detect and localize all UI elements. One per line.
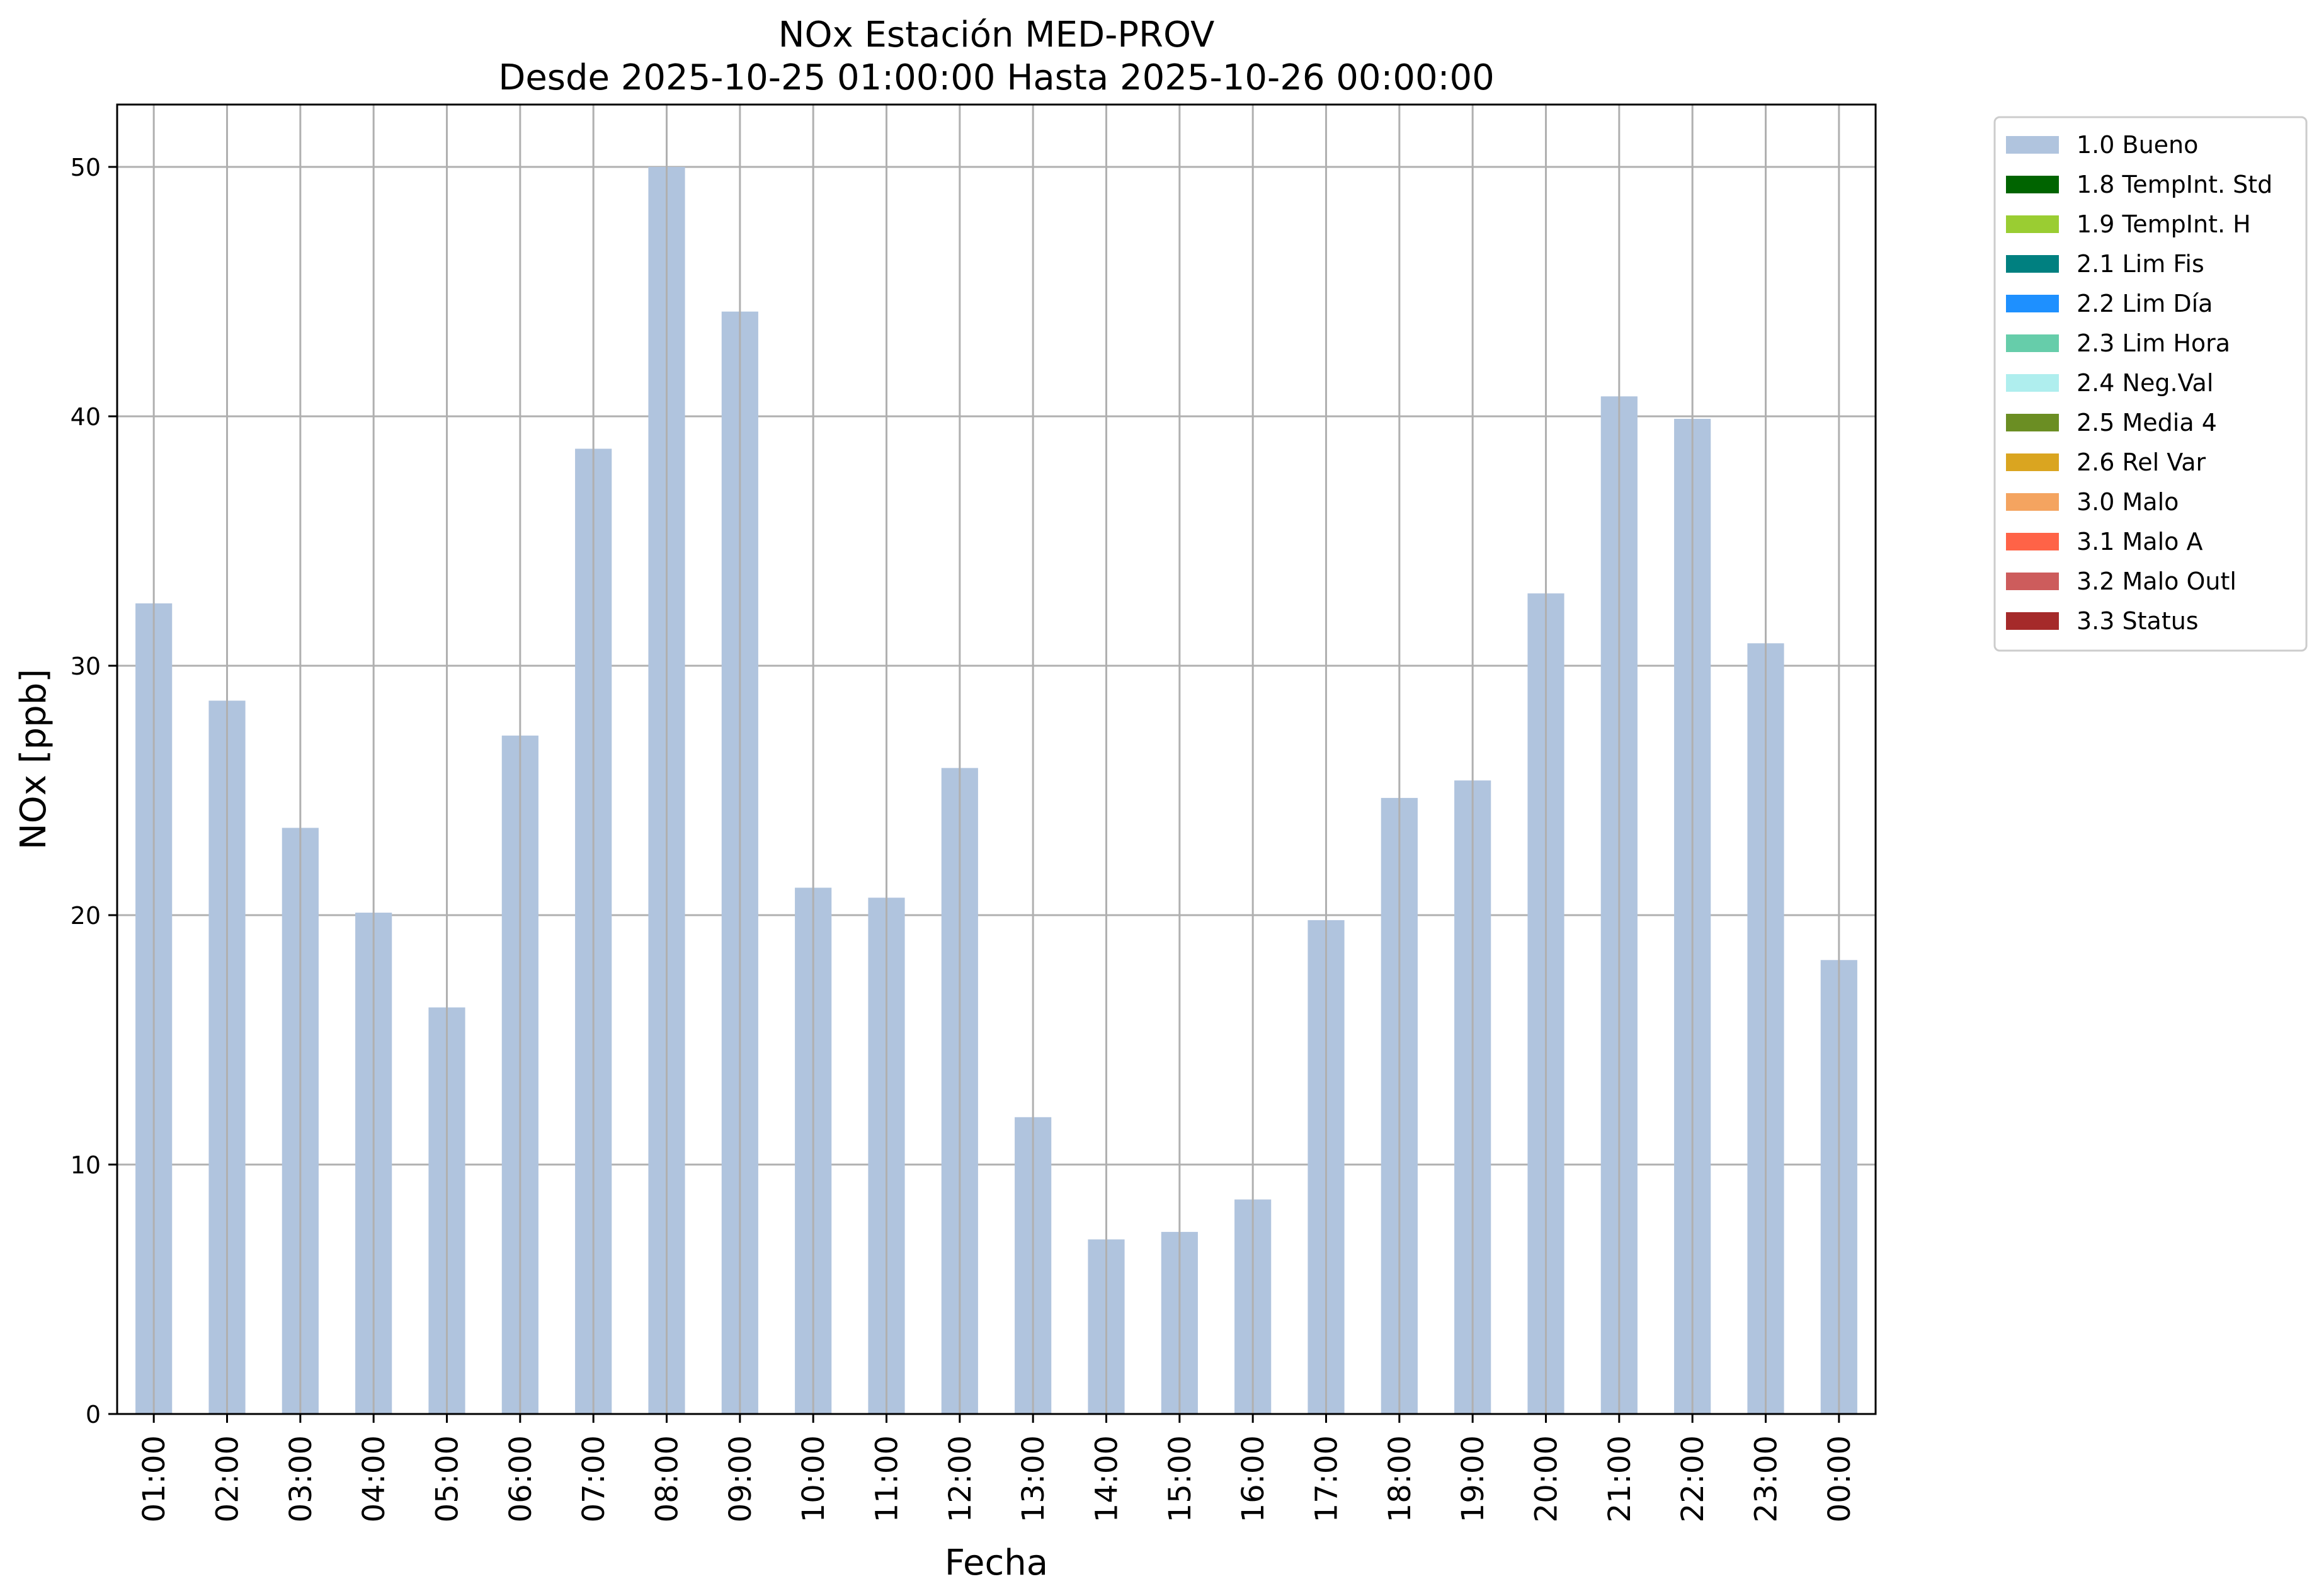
x-tick-label: 17:00	[1309, 1435, 1345, 1522]
y-tick-label: 50	[71, 154, 101, 181]
plot-frame	[116, 103, 1877, 1415]
legend-swatch	[2006, 334, 2059, 352]
legend-swatch	[2006, 493, 2059, 511]
x-tick-label: 10:00	[796, 1435, 831, 1522]
legend-label: 3.2 Malo Outl	[2077, 567, 2236, 595]
legend-swatch	[2006, 255, 2059, 273]
legend-label: 2.1 Lim Fis	[2077, 250, 2204, 278]
legend: 1.0 Bueno 1.8 TempInt. Std 1.9 TempInt. H 2…	[1993, 116, 2308, 652]
legend-label: 1.0 Bueno	[2077, 131, 2198, 159]
x-tick-label: 09:00	[723, 1435, 758, 1522]
legend-swatch	[2006, 612, 2059, 630]
chart-title: NOx Estación MED-PROV	[778, 14, 1215, 55]
legend-swatch	[2006, 453, 2059, 471]
x-tick-label: 03:00	[283, 1435, 319, 1522]
y-axis-ticks: 0 10 20 30 40 50	[71, 154, 117, 1428]
legend-swatch	[2006, 176, 2059, 193]
legend-swatch	[2006, 136, 2059, 154]
legend-swatch	[2006, 414, 2059, 431]
y-axis-label: NOx [ppb]	[13, 669, 54, 850]
x-tick-label: 01:00	[137, 1435, 172, 1522]
legend-label: 2.5 Media 4	[2077, 409, 2217, 436]
x-axis-label: Fecha	[945, 1542, 1048, 1583]
x-tick-label: 18:00	[1382, 1435, 1418, 1522]
legend-label: 3.3 Status	[2077, 607, 2199, 635]
x-tick-label: 00:00	[1822, 1435, 1857, 1522]
y-tick-label: 20	[71, 902, 101, 930]
bars	[135, 167, 1857, 1415]
legend-box	[1993, 116, 2308, 652]
x-tick-label: 07:00	[576, 1435, 612, 1522]
x-tick-label: 14:00	[1090, 1435, 1125, 1522]
legend-swatch	[2006, 533, 2059, 550]
x-tick-label: 12:00	[943, 1435, 978, 1522]
grid-lines-front	[152, 105, 1840, 1414]
x-tick-label: 23:00	[1749, 1435, 1784, 1522]
y-tick-label: 30	[71, 653, 101, 680]
x-tick-label: 22:00	[1675, 1435, 1711, 1522]
legend-swatch	[2006, 573, 2059, 590]
y-tick-label: 10	[71, 1151, 101, 1179]
legend-label: 2.6 Rel Var	[2077, 448, 2206, 476]
legend-swatch	[2006, 215, 2059, 233]
x-tick-label: 08:00	[650, 1435, 685, 1522]
x-tick-label: 13:00	[1016, 1435, 1051, 1522]
legend-label: 2.2 Lim Día	[2077, 290, 2213, 317]
x-tick-label: 21:00	[1602, 1435, 1638, 1522]
legend-label: 3.1 Malo A	[2077, 528, 2202, 556]
legend-label: 3.0 Malo	[2077, 488, 2179, 516]
chart-subtitle: Desde 2025-10-25 01:00:00 Hasta 2025-10-…	[498, 57, 1495, 98]
y-tick-label: 0	[86, 1401, 101, 1428]
x-tick-label: 04:00	[356, 1435, 392, 1522]
legend-label: 2.4 Neg.Val	[2077, 369, 2213, 397]
x-tick-label: 20:00	[1529, 1435, 1564, 1522]
legend-label: 2.3 Lim Hora	[2077, 329, 2230, 357]
y-tick-label: 40	[71, 403, 101, 431]
x-tick-label: 16:00	[1236, 1435, 1271, 1522]
x-tick-label: 02:00	[210, 1435, 246, 1522]
x-axis-ticks: 01:00 02:00 03:00 04:00 05:00 06:00 07:00 08:00…	[137, 1414, 1857, 1522]
legend-swatch	[2006, 374, 2059, 392]
legend-label: 1.9 TempInt. H	[2077, 210, 2251, 238]
x-tick-label: 19:00	[1456, 1435, 1491, 1522]
x-tick-label: 15:00	[1163, 1435, 1198, 1522]
x-tick-label: 06:00	[503, 1435, 538, 1522]
x-tick-label: 05:00	[430, 1435, 465, 1522]
legend-label: 1.8 TempInt. Std	[2077, 171, 2272, 198]
x-tick-label: 11:00	[870, 1435, 905, 1522]
legend-swatch	[2006, 295, 2059, 312]
